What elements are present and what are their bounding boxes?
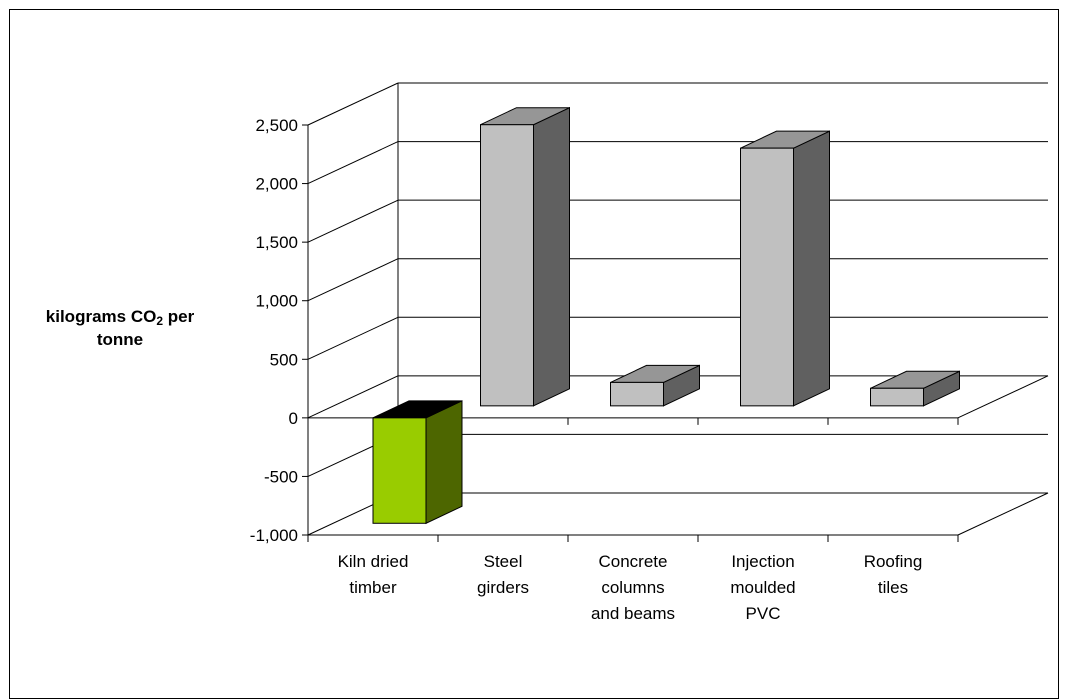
category-label-3: Injection moulded PVC xyxy=(730,552,795,623)
bar-side-1 xyxy=(533,106,570,407)
x-axis-side-edge xyxy=(957,375,1049,419)
bar-0 xyxy=(372,400,463,525)
bar-side-0 xyxy=(425,400,463,525)
y-tick-label-6: 2,000 xyxy=(255,175,298,194)
gridline-side-2 xyxy=(307,375,399,419)
category-label-line: Steel xyxy=(484,552,523,571)
y-axis-label-line2: tonne xyxy=(96,330,144,349)
category-label-line: columns xyxy=(601,578,664,597)
category-label-4: Roofing tiles xyxy=(864,552,923,597)
bar-front-0 xyxy=(372,417,427,524)
y-axis-label-suffix: per xyxy=(163,307,195,326)
y-axis-label-subscript: 2 xyxy=(156,314,164,328)
category-label-0: Kiln dried timber xyxy=(338,552,409,597)
category-label-line: PVC xyxy=(746,604,781,623)
y-tick-label-4: 1,000 xyxy=(255,292,298,311)
bars xyxy=(372,106,960,525)
category-label-line: moulded xyxy=(730,578,795,597)
bar-front-4 xyxy=(870,387,924,407)
axes xyxy=(307,125,1049,542)
y-tick-label-1: -500 xyxy=(264,467,298,486)
bar-1 xyxy=(480,106,570,407)
y-tick-label-0: -1,000 xyxy=(250,526,298,545)
gridline-side-5 xyxy=(307,199,399,243)
y-tick-label-3: 500 xyxy=(270,350,298,369)
bar-2 xyxy=(610,364,700,407)
bar-front-2 xyxy=(610,381,664,407)
category-label-line: Roofing xyxy=(864,552,923,571)
category-label-line: and beams xyxy=(591,604,675,623)
bar-3 xyxy=(740,130,830,407)
category-label-line: timber xyxy=(349,578,397,597)
bottom-side-edge xyxy=(957,492,1049,536)
category-label-line: tiles xyxy=(878,578,908,597)
category-label-1: Steel girders xyxy=(477,552,529,597)
y-tick-label-7: 2,500 xyxy=(255,116,298,135)
gridline-side-7 xyxy=(307,82,399,126)
bar-4 xyxy=(870,370,960,407)
category-label-line: Injection xyxy=(731,552,794,571)
y-axis-label: kilograms CO2 per tonne xyxy=(10,305,230,351)
category-label-line: Concrete xyxy=(599,552,668,571)
gridline-side-3 xyxy=(307,316,399,360)
gridline-side-4 xyxy=(307,258,399,302)
y-tick-labels: -1,000 -500 0 500 1,000 1,500 2,000 2,500 xyxy=(250,116,308,545)
y-axis-label-prefix: kilograms CO xyxy=(45,307,157,326)
category-label-2: Concrete columns and beams xyxy=(591,552,675,623)
gridline-side-6 xyxy=(307,141,399,185)
bar-front-3 xyxy=(740,147,794,407)
category-label-line: Kiln dried xyxy=(338,552,409,571)
y-tick-label-2: 0 xyxy=(289,409,298,428)
y-tick-label-5: 1,500 xyxy=(255,233,298,252)
x-category-labels: Kiln dried timber Steel girders Concrete colu… xyxy=(338,552,923,623)
bar-front-1 xyxy=(480,124,534,407)
category-label-line: girders xyxy=(477,578,529,597)
bar-side-3 xyxy=(793,130,830,407)
